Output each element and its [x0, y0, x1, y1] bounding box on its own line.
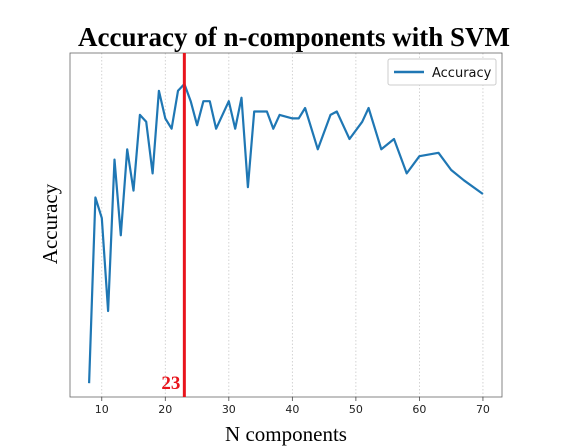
legend-label: Accuracy — [432, 66, 492, 81]
series-group — [88, 82, 484, 384]
x-axis-label: N components — [225, 422, 347, 446]
x-tick-label: 30 — [222, 403, 236, 416]
legend-box — [387, 58, 497, 86]
x-axis-ticks: 10 20 30 40 50 60 70 — [95, 397, 490, 416]
series-line-accuracy — [88, 82, 484, 384]
x-tick-label: 70 — [476, 403, 490, 416]
chart-title: Accuracy of n-components with SVM — [78, 22, 510, 52]
plot-area — [69, 52, 503, 398]
reference-line-group: 23 — [161, 53, 186, 397]
x-tick-label: 60 — [412, 403, 426, 416]
reference-line-label: 23 — [161, 373, 180, 394]
x-tick-label: 50 — [349, 403, 363, 416]
gridlines — [101, 53, 484, 397]
x-tick-label: 20 — [158, 403, 172, 416]
x-tick-label: 10 — [95, 403, 109, 416]
legend: Accuracy — [387, 58, 497, 86]
x-tick-label: 40 — [285, 403, 299, 416]
y-axis-label: Accuracy — [38, 183, 62, 264]
